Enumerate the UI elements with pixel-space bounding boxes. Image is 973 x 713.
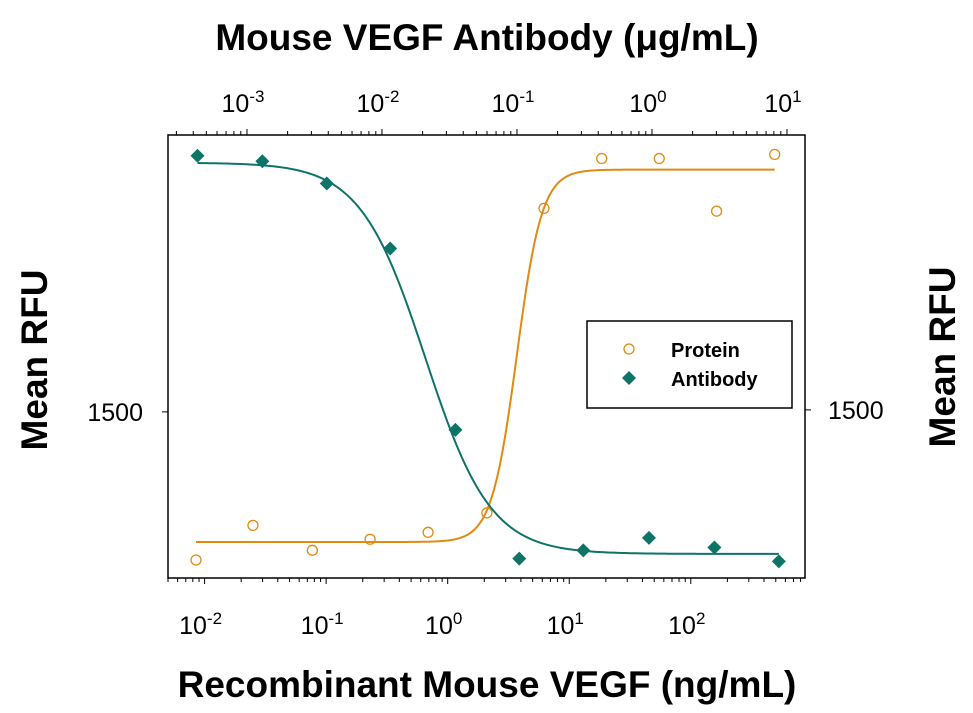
legend-marker-antibody [622,371,636,385]
data-point-protein [247,519,259,532]
data-point-protein [481,507,493,519]
data-point-antibody [255,154,270,169]
chart-title-top-axis: Mouse VEGF Antibody (μg/mL) [215,17,758,58]
data-point-antibody [383,241,398,256]
x-axis-tick-label: 101 [547,609,584,640]
x2-axis-tick-label: 10-2 [357,87,400,118]
x-axis-tick-label: 10-2 [179,609,222,640]
legend: Protein Antibody [586,320,793,409]
x-axis-tick-label: 100 [425,609,462,640]
data-point-antibody [771,554,786,569]
data-point-antibody [190,148,205,163]
y-axis-label-left: Mean RFU [14,270,55,451]
legend-box [586,320,793,409]
x2-axis-tick-label: 10-1 [492,87,535,118]
data-point-protein [596,152,608,165]
x2-axis-tick-label: 10-3 [222,87,265,118]
x-axis-tick-label: 102 [668,609,705,640]
data-point-protein [306,544,318,556]
data-point-protein [710,205,723,217]
axes: 10-2 10-1 100 101 102 10-3 10-2 10-1 100 101 1500 1… [87,87,883,640]
data-point-protein [538,202,550,215]
data-point-antibody [448,422,463,437]
y-axis-tick-label: 1500 [87,399,143,427]
y2-axis-tick-label: 1500 [828,397,884,425]
data-point-protein [653,152,665,165]
x-axis-label: Recombinant Mouse VEGF (ng/mL) [178,664,797,705]
fit-curves [196,162,779,555]
data-point-protein [364,533,376,545]
data-point-protein [769,148,781,161]
legend-label-antibody: Antibody [671,369,759,391]
x-axis-tick-label: 10-1 [301,609,344,640]
fit-curve-antibody [197,162,779,555]
data-point-antibody [641,530,656,545]
fit-curve-protein [196,168,775,544]
x2-axis-tick-label: 101 [764,87,801,118]
data-point-antibody [319,176,334,191]
legend-marker-protein [623,343,635,355]
data-point-antibody [707,540,722,555]
data-point-protein [422,526,434,538]
legend-label-protein: Protein [671,340,740,362]
data-point-antibody [512,551,527,566]
data-point-protein [190,554,202,566]
plot-frame [167,134,806,579]
data-point-antibody [576,543,591,558]
data-points [190,148,786,569]
y-axis-label-right: Mean RFU [922,267,963,448]
x2-axis-tick-label: 100 [629,87,666,118]
